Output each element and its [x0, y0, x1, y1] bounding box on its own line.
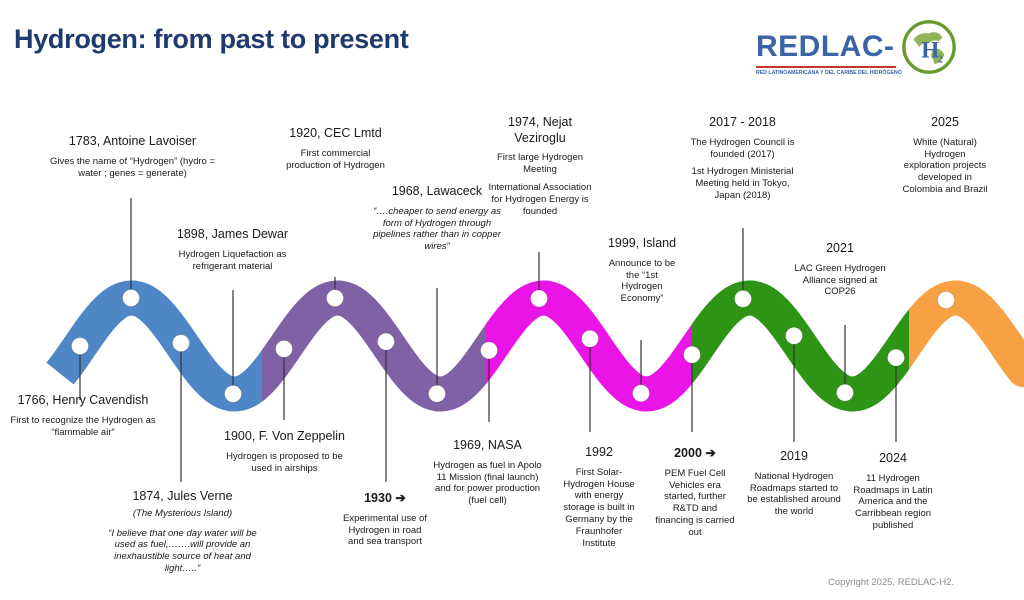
event-heading: 2025 — [931, 115, 959, 129]
copyright: Copyright 2025, REDLAC-H2. — [828, 577, 955, 588]
event-1968: 1968, Lawaceck “….cheaper to send energy… — [372, 184, 502, 259]
page-title: Hydrogen: from past to present — [14, 24, 409, 54]
logo-wordmark: REDLAC- — [756, 30, 895, 63]
event-text: First Solar-Hydrogen House with energy s… — [563, 466, 635, 549]
redlac-logo: REDLAC- RED LATINOAMERICANA Y DEL CARIBE… — [752, 16, 972, 86]
event-heading: 1898, James Dewar — [176, 227, 289, 241]
timeline-dot-1874 — [172, 334, 190, 353]
timeline-dot-1999 — [632, 384, 650, 403]
event-heading: 1968, Lawaceck — [391, 184, 483, 198]
event-heading: 1766, Henry Cavendish — [17, 393, 149, 407]
event-2000: 2000 ➔ PEM Fuel Cell Vehicles era starte… — [655, 446, 735, 545]
event-text: 1st Hydrogen Ministerial Meeting held in… — [691, 166, 794, 202]
event-2025: 2025 White (Natural) Hydrogen exploratio… — [900, 115, 990, 202]
timeline-dot-2000 — [683, 345, 701, 364]
event-2021: 2021 LAC Green Hydrogen Alliance signed … — [790, 241, 890, 304]
event-heading: 1974, Nejat Veziroglu — [508, 115, 572, 145]
event-heading: 1999, Island — [607, 236, 677, 250]
timeline-dot-1898 — [224, 384, 242, 403]
logo-h-sub: 2 — [938, 54, 943, 65]
event-1969: 1969, NASA Hydrogen as fuel in Apolo 11 … — [430, 438, 545, 513]
event-heading: 2021 — [826, 241, 854, 255]
timeline-dot-1930 — [377, 332, 395, 351]
timeline-dot-1974 — [530, 289, 548, 308]
timeline-dot-2024 — [887, 348, 905, 367]
event-1783: 1783, Antoine Lavoiser Gives the name of… — [40, 134, 225, 185]
event-quote: “I believe that one day water will be us… — [108, 527, 257, 575]
event-text: LAC Green Hydrogen Alliance signed at CO… — [794, 262, 886, 298]
event-heading: 1930 ➔ — [364, 491, 406, 505]
event-heading: 1783, Antoine Lavoiser — [68, 134, 197, 148]
wave-band-green — [691, 280, 909, 412]
event-text: The Hydrogen Council is founded (2017) — [690, 136, 795, 160]
timeline-dot-1900 — [275, 339, 293, 358]
event-text: White (Natural) Hydrogen exploration pro… — [902, 136, 988, 196]
timeline-dot-2017 — [734, 289, 752, 308]
timeline-dot-1920 — [326, 289, 344, 308]
event-text: PEM Fuel Cell Vehicles era started, furt… — [655, 467, 735, 538]
event-heading: 2017 - 2018 — [709, 115, 776, 129]
event-1974: 1974, Nejat Veziroglu First large Hydrog… — [485, 115, 595, 224]
event-1766: 1766, Henry Cavendish First to recognize… — [8, 393, 158, 444]
event-text: Hydrogen as fuel in Apolo 11 Mission (fi… — [433, 459, 542, 507]
event-text: Hydrogen is proposed to be used in airsh… — [226, 450, 343, 474]
event-1920: 1920, CEC Lmtd First commercial producti… — [278, 126, 393, 177]
event-heading: 1969, NASA — [453, 438, 522, 452]
event-heading: 2019 — [780, 449, 808, 463]
event-text: Hydrogen Liquefaction as refrigerant mat… — [178, 248, 287, 272]
event-text: First to recognize the Hydrogen as “flam… — [10, 414, 156, 438]
event-heading: 1874, Jules Verne — [132, 489, 233, 503]
event-2024: 2024 11 Hydrogen Roadmaps in Latin Ameri… — [843, 451, 943, 538]
timeline-dot-1969 — [480, 341, 498, 360]
logo-divider — [756, 66, 896, 68]
event-1898: 1898, James Dewar Hydrogen Liquefaction … — [165, 227, 300, 278]
timeline-dot-1783 — [122, 289, 140, 307]
timeline-dot-1968 — [428, 384, 446, 403]
event-quote: “….cheaper to send energy as form of Hyd… — [373, 205, 501, 253]
event-text: National Hydrogen Roadmaps started to be… — [747, 470, 841, 518]
logo-h: H — [921, 38, 939, 64]
logo-subtitle: RED LATINOAMERICANA Y DEL CARIBE DEL HID… — [756, 70, 902, 76]
timeline-dot-2021 — [836, 383, 854, 402]
event-text: Announce to be the “1st Hydrogen Economy… — [608, 257, 676, 305]
event-text: Experimental use of Hydrogen in road and… — [343, 512, 427, 548]
event-text: First large Hydrogen Meeting — [496, 152, 584, 176]
event-1900: 1900, F. Von Zeppelin Hydrogen is propos… — [212, 429, 357, 480]
event-heading: 2024 — [879, 451, 907, 465]
event-heading: 1900, F. Von Zeppelin — [224, 429, 345, 443]
event-text: Gives the name of “Hydrogen” (hydro = wa… — [49, 155, 215, 179]
globe-h2-icon: H 2 — [902, 20, 956, 74]
event-subtitle: (The Mysterious Island) — [132, 507, 233, 519]
timeline-dot-1992 — [581, 329, 599, 348]
timeline-dot-2025 — [937, 291, 955, 309]
event-heading: 1992 — [585, 445, 613, 459]
wave-band-blue — [46, 280, 262, 412]
event-text: 11 Hydrogen Roadmaps in Latin America an… — [853, 472, 933, 532]
event-2019: 2019 National Hydrogen Roadmaps started … — [744, 449, 844, 524]
event-1999: 1999, Island Announce to be the “1st Hyd… — [597, 236, 687, 311]
timeline-dot-2019 — [785, 326, 803, 345]
event-1992: 1992 First Solar-Hydrogen House with ene… — [558, 445, 640, 556]
timeline-dot-1766 — [71, 337, 89, 355]
event-heading: 1920, CEC Lmtd — [289, 126, 382, 140]
event-heading: 2000 ➔ — [674, 446, 716, 460]
event-2017: 2017 - 2018 The Hydrogen Council is foun… — [685, 115, 800, 208]
event-text: International Association for Hydrogen E… — [488, 182, 592, 217]
event-1874: 1874, Jules Verne (The Mysterious Island… — [100, 489, 265, 581]
event-text: First commercial production of Hydrogen — [286, 147, 385, 171]
event-1930: 1930 ➔ Experimental use of Hydrogen in r… — [340, 491, 430, 554]
